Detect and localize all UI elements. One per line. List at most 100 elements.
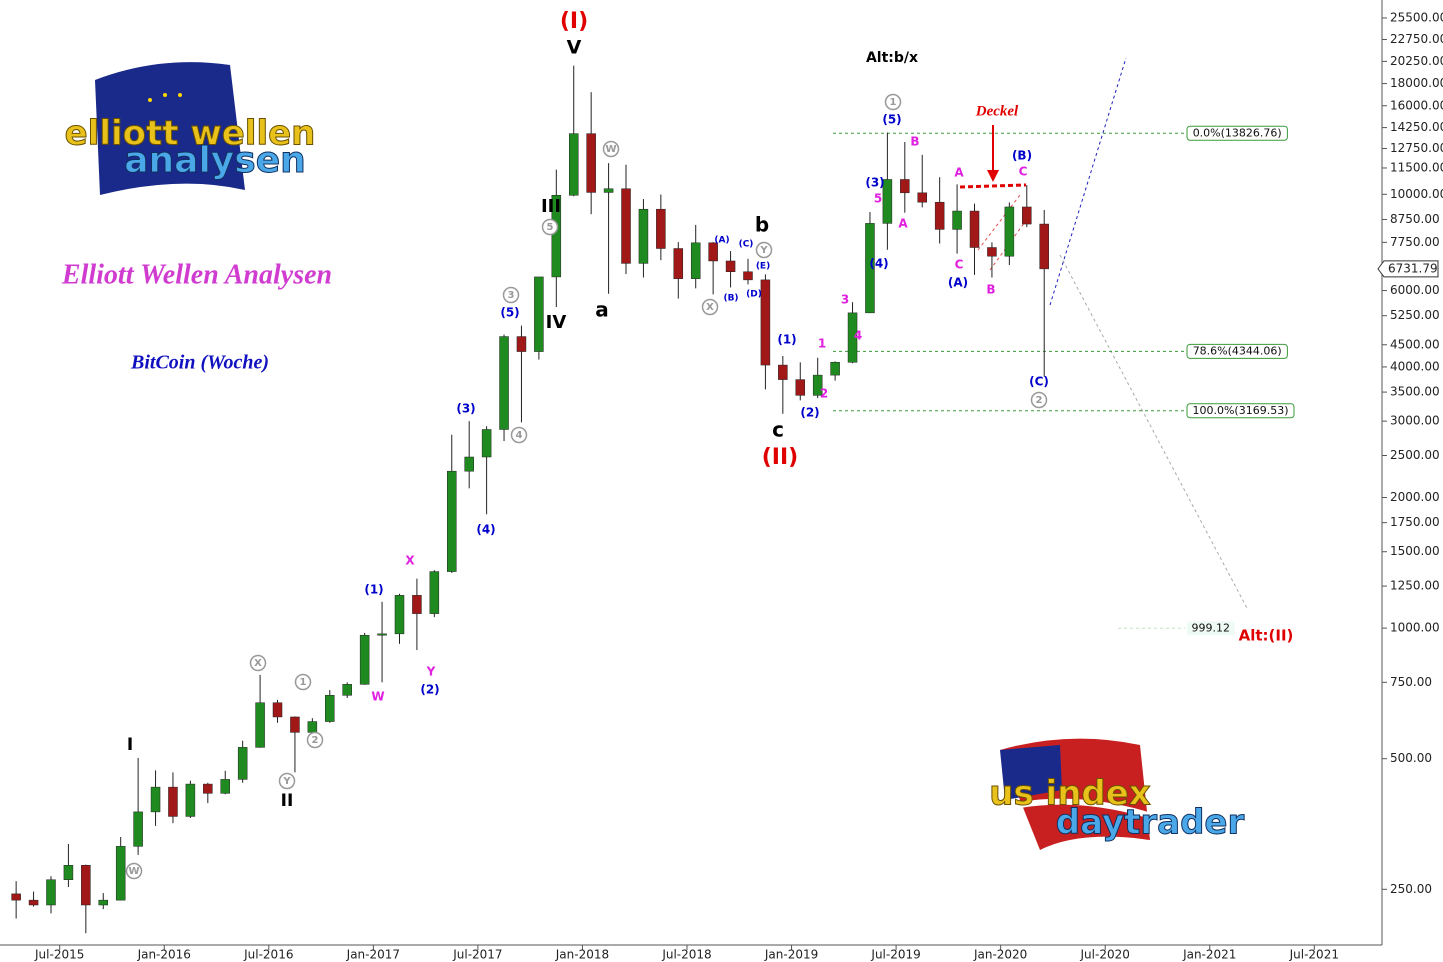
wave-label: Alt:(II) [1239, 627, 1294, 645]
wave-label: (B) [1012, 149, 1032, 163]
x-tick-label: Jul-2017 [452, 948, 502, 962]
candle-body [98, 899, 109, 906]
wave-label: a [595, 298, 609, 322]
trend-line [1049, 57, 1127, 306]
candle-body [778, 364, 788, 380]
wave-circle [701, 298, 719, 316]
logo-text: daytrader [1056, 803, 1245, 843]
wave-label-circled: 2 [1036, 395, 1043, 406]
wave-label-circled: 1 [890, 97, 897, 108]
y-tick-label: 750.00 [1390, 675, 1432, 689]
logo-text: elliott wellen [65, 114, 316, 154]
x-tick-label: Jul-2021 [1289, 948, 1339, 962]
last-price-box [1377, 260, 1439, 278]
candle-body [447, 470, 457, 572]
wave-circle [602, 140, 620, 158]
wave-circle [278, 772, 296, 790]
candle-body [63, 865, 74, 880]
wave-circle [541, 218, 559, 236]
wave-label: III [541, 196, 561, 217]
chart-title: Elliott Wellen Analysen [61, 259, 332, 290]
wave-label: A [898, 217, 908, 231]
candle-body [412, 595, 422, 614]
wave-label: C [1019, 165, 1028, 179]
x-tick-label: Jan-2020 [973, 948, 1027, 962]
candle-body [28, 899, 39, 906]
candle-body [830, 362, 840, 376]
candle-body [1039, 223, 1049, 270]
wave-label-circled: 5 [547, 222, 554, 233]
candle-body [917, 192, 927, 203]
logo-text: us index [989, 774, 1151, 814]
y-tick-label: 12750.00 [1390, 141, 1443, 155]
wave-label: II [281, 791, 294, 811]
wave-label: (C) [1029, 375, 1049, 389]
y-tick-label: 4000.00 [1390, 359, 1440, 373]
candle-body [464, 456, 474, 472]
wave-circle [1030, 391, 1048, 409]
candle-body [185, 783, 196, 817]
candle-body [952, 210, 962, 230]
y-tick-label: 11500.00 [1390, 160, 1443, 174]
wave-label: X [405, 554, 415, 568]
wave-label: B [910, 135, 919, 149]
logo-elliott: elliott wellen analysen [64, 62, 316, 196]
wave-label: (3) [456, 402, 475, 416]
wave-label: (II) [762, 445, 798, 470]
wave-label: (D) [746, 290, 762, 300]
wave-label: (4) [476, 523, 495, 537]
candle-body [900, 179, 910, 194]
fib-label: 100.0%(3169.53) [1192, 404, 1288, 417]
y-tick-label: 3000.00 [1390, 414, 1440, 428]
wave-label: 4 [854, 329, 862, 343]
candle-body [46, 879, 56, 906]
y-tick-label: 18000.00 [1390, 76, 1443, 90]
wave-label-circled: W [128, 866, 139, 877]
candle-body [377, 633, 387, 636]
candle-body [481, 429, 492, 458]
fib-label: 0.0%(13826.76) [1193, 126, 1282, 139]
wave-label: 2 [820, 387, 828, 401]
candle-body [133, 811, 143, 847]
y-tick-label: 20250.00 [1390, 54, 1443, 68]
candle-body [603, 188, 614, 193]
candle-body [11, 893, 21, 901]
wave-label: Deckel [975, 103, 1019, 119]
wave-label: A [954, 166, 964, 180]
x-tick-label: Jan-2017 [346, 948, 400, 962]
fib-label: 78.6%(4344.06) [1193, 344, 1282, 357]
candle-body [168, 786, 178, 817]
y-tick-label: 16000.00 [1390, 98, 1443, 112]
candle-body [307, 721, 318, 733]
x-tick-label: Jul-2015 [34, 948, 84, 962]
y-tick-label: 14250.00 [1390, 120, 1443, 134]
candle-body [708, 242, 718, 262]
candle-body [255, 702, 265, 748]
wave-label-circled: 3 [508, 290, 515, 301]
candle-body [987, 247, 997, 257]
candle-body [690, 242, 701, 279]
candle-body [795, 379, 806, 396]
y-tick-label: 2000.00 [1390, 490, 1440, 504]
x-tick-label: Jan-2019 [764, 948, 818, 962]
wave-label: Alt:b/x [866, 50, 918, 66]
candle-body [81, 865, 91, 906]
wave-label: (C) [739, 240, 754, 250]
logo-text: analysen [124, 140, 306, 181]
x-tick-label: Jan-2021 [1182, 948, 1236, 962]
wave-label: (I) [560, 9, 588, 34]
candle-body [534, 276, 544, 352]
wave-label-circled: W [605, 144, 616, 155]
last-price-label: 6731.79 [1388, 261, 1438, 275]
y-tick-label: 6000.00 [1390, 283, 1440, 297]
wave-label: W [371, 690, 384, 704]
wave-label: IV [546, 312, 567, 333]
wave-label: (2) [800, 406, 819, 420]
y-tick-label: 8750.00 [1390, 212, 1440, 226]
fib-label-box [1186, 125, 1288, 141]
wave-label: C [955, 258, 964, 272]
candle-body [638, 208, 649, 264]
candle-body [673, 248, 684, 279]
y-tick-label: 5250.00 [1390, 308, 1440, 322]
wave-label: (2) [420, 683, 439, 697]
